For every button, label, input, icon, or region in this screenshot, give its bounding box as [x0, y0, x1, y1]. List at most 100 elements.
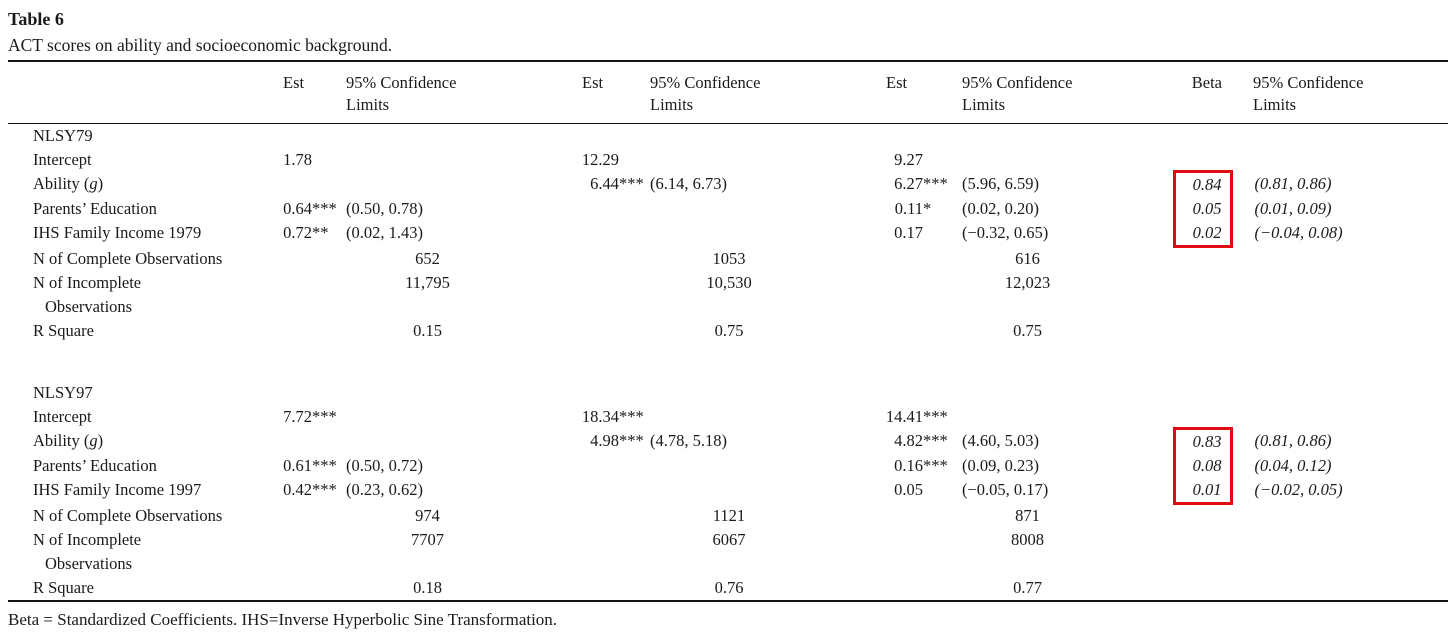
column-header-ci-3: 95% Confidence Limits — [962, 61, 1174, 124]
row-label: R Square — [33, 577, 94, 597]
cell-estimate: 4.98*** — [577, 429, 650, 455]
cell-estimate: 6.44*** — [577, 172, 650, 198]
cell-estimate: 12.29 — [577, 148, 650, 172]
significance-stars: *** — [923, 430, 948, 450]
cell-estimate: 0.42*** — [278, 478, 346, 504]
cell-estimate — [278, 429, 346, 455]
cell-confidence-interval — [650, 197, 881, 221]
cell-estimate: 1.78 — [278, 148, 346, 172]
cell-summary-value: 8008 — [1011, 529, 1044, 549]
header-label: 95% Confidence — [346, 73, 457, 92]
estimate-value: 0.72 — [283, 223, 312, 242]
cell-confidence-interval — [346, 148, 577, 172]
column-header-empty — [8, 61, 278, 124]
cell-confidence-interval — [650, 478, 881, 504]
cell-beta-highlighted: 0.84 — [1172, 170, 1233, 197]
cell-estimate — [577, 478, 650, 504]
cell-summary-value: 616 — [1015, 248, 1040, 268]
coefficient-row: IHS Family Income 1979 0.72** (0.02, 1.43)… — [8, 221, 1448, 248]
cell-confidence-interval: (−0.05, 0.17) — [962, 480, 1049, 499]
cell-estimate: 0.05 — [881, 478, 962, 504]
estimate-value: 6.27 — [894, 173, 923, 193]
cell-empty — [1231, 319, 1448, 343]
cell-beta-highlighted: 0.83 — [1172, 427, 1233, 454]
cell-beta-confidence-interval — [1231, 148, 1448, 172]
cell-confidence-interval: (4.78, 5.18) — [650, 430, 727, 450]
row-label: IHS Family Income 1979 — [33, 223, 202, 242]
column-header-est-1: Est — [278, 61, 346, 124]
cell-beta-highlighted — [1174, 148, 1231, 172]
panel-spacer-row — [8, 343, 1448, 381]
row-label: Ability (g) — [33, 430, 104, 450]
row-label: N of Complete Observations — [33, 505, 223, 525]
column-header-est-2: Est — [577, 61, 650, 124]
summary-row: R Square 0.18 0.76 0.77 — [8, 576, 1448, 601]
italic-g: g — [89, 173, 98, 193]
cell-summary-value: 12,023 — [1004, 272, 1051, 292]
cell-confidence-interval — [650, 405, 881, 429]
significance-stars: *** — [619, 406, 644, 426]
cell-confidence-interval: (−0.32, 0.65) — [962, 223, 1049, 242]
cell-confidence-interval — [650, 148, 881, 172]
estimate-value: 0.17 — [894, 223, 923, 242]
cell-confidence-interval — [650, 454, 881, 478]
column-header-ci-2: 95% Confidence Limits — [650, 61, 881, 124]
estimate-value: 6.44 — [590, 173, 619, 193]
row-label: N of Complete Observations — [33, 248, 223, 268]
cell-summary-value: 0.15 — [413, 320, 442, 340]
cell-summary-value: 7707 — [411, 529, 444, 549]
cell-empty — [1174, 576, 1231, 601]
table-footnote: Beta = Standardized Coefficients. IHS=In… — [8, 609, 558, 629]
significance-stars: *** — [619, 173, 644, 193]
cell-estimate: 14.41*** — [881, 405, 962, 429]
cell-confidence-interval: (0.50, 0.72) — [346, 456, 423, 475]
significance-stars: ** — [312, 223, 329, 242]
label-line-2: Observations — [45, 296, 133, 316]
cell-estimate: 4.82*** — [881, 429, 962, 455]
header-label: Beta — [1191, 73, 1222, 92]
cell-empty — [1231, 504, 1448, 528]
cell-estimate — [577, 197, 650, 221]
row-label: Intercept — [33, 149, 92, 169]
cell-confidence-interval: (5.96, 6.59) — [962, 173, 1039, 193]
significance-stars: *** — [619, 430, 644, 450]
table-caption: ACT scores on ability and socioeconomic … — [8, 35, 393, 55]
summary-row: N of Complete Observations 652 1053 616 — [8, 247, 1448, 271]
significance-stars: *** — [923, 173, 948, 193]
cell-confidence-interval — [650, 221, 881, 247]
header-label: Limits — [962, 95, 1006, 114]
header-label: Limits — [346, 95, 390, 114]
header-label: 95% Confidence — [962, 73, 1073, 92]
estimate-value: 12.29 — [581, 149, 619, 169]
cell-beta-highlighted: 0.01 — [1172, 478, 1233, 505]
cell-summary-value: 0.75 — [1013, 320, 1042, 340]
header-label: Est — [582, 73, 604, 92]
header-label: Est — [886, 73, 908, 92]
section-row: NLSY79 — [8, 123, 1448, 148]
estimate-value: 4.82 — [894, 430, 923, 450]
header-label: 95% Confidence — [650, 73, 761, 92]
cell-beta-confidence-interval: (0.01, 0.09) — [1254, 199, 1332, 218]
estimate-value: 14.41 — [885, 406, 923, 426]
summary-row: N of Incomplete Observations 7707 6067 8008 — [8, 528, 1448, 576]
cell-empty — [1231, 247, 1448, 271]
cell-confidence-interval: (0.50, 0.78) — [346, 199, 423, 218]
estimate-value: 0.61 — [283, 456, 312, 475]
cell-estimate: 6.27*** — [881, 172, 962, 198]
column-header-ci-4: 95% Confidence Limits — [1231, 61, 1448, 124]
significance-stars: *** — [923, 406, 948, 426]
header-label: Limits — [650, 95, 694, 114]
summary-row: N of Incomplete Observations 11,795 10,530 1… — [8, 271, 1448, 319]
cell-confidence-interval — [346, 429, 577, 455]
cell-beta-confidence-interval: (0.04, 0.12) — [1254, 456, 1332, 475]
cell-summary-value: 0.75 — [714, 320, 744, 340]
column-header-beta: Beta — [1174, 61, 1231, 124]
cell-confidence-interval — [962, 405, 1174, 429]
row-label: IHS Family Income 1997 — [33, 480, 202, 499]
cell-beta-confidence-interval: (−0.04, 0.08) — [1254, 223, 1343, 242]
table-body: NLSY79 Intercept 1.78 12.29 9.27 Ability (g) 6… — [8, 123, 1448, 601]
summary-row: R Square 0.15 0.75 0.75 — [8, 319, 1448, 343]
cell-summary-value: 0.18 — [413, 577, 442, 597]
cell-summary-value: 10,530 — [706, 272, 752, 292]
